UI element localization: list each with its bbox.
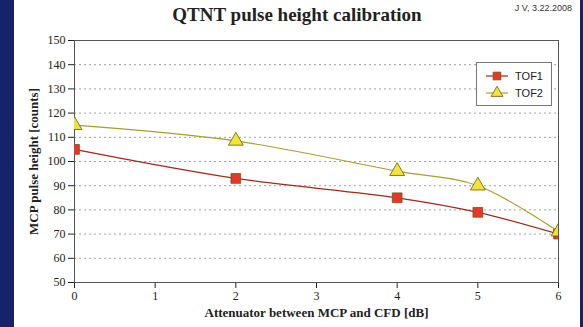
svg-text:50: 50 xyxy=(54,275,66,289)
svg-text:5: 5 xyxy=(475,289,481,303)
svg-text:6: 6 xyxy=(556,289,562,303)
svg-text:130: 130 xyxy=(48,82,66,96)
svg-text:Attenuator between MCP and CFD: Attenuator between MCP and CFD [dB] xyxy=(205,305,429,320)
svg-text:1: 1 xyxy=(152,289,158,303)
svg-text:100: 100 xyxy=(48,154,66,168)
svg-text:110: 110 xyxy=(48,130,66,144)
svg-text:80: 80 xyxy=(54,203,66,217)
svg-text:150: 150 xyxy=(48,33,66,47)
svg-text:120: 120 xyxy=(48,106,66,120)
svg-text:140: 140 xyxy=(48,58,66,72)
svg-text:90: 90 xyxy=(54,179,66,193)
svg-text:4: 4 xyxy=(394,289,400,303)
svg-text:2: 2 xyxy=(233,289,239,303)
svg-text:70: 70 xyxy=(54,227,66,241)
svg-text:0: 0 xyxy=(72,289,78,303)
svg-text:MCP pulse height [counts]: MCP pulse height [counts] xyxy=(26,88,41,235)
svg-text:60: 60 xyxy=(54,251,66,265)
svg-text:3: 3 xyxy=(314,289,320,303)
html-text:TOF1: TOF1 xyxy=(515,69,543,82)
html-text:QTNT pulse height calibration: QTNT pulse height calibration xyxy=(172,4,422,25)
html-text:J V, 3.22.2008: J V, 3.22.2008 xyxy=(514,3,572,13)
html-text:TOF2: TOF2 xyxy=(515,86,543,99)
